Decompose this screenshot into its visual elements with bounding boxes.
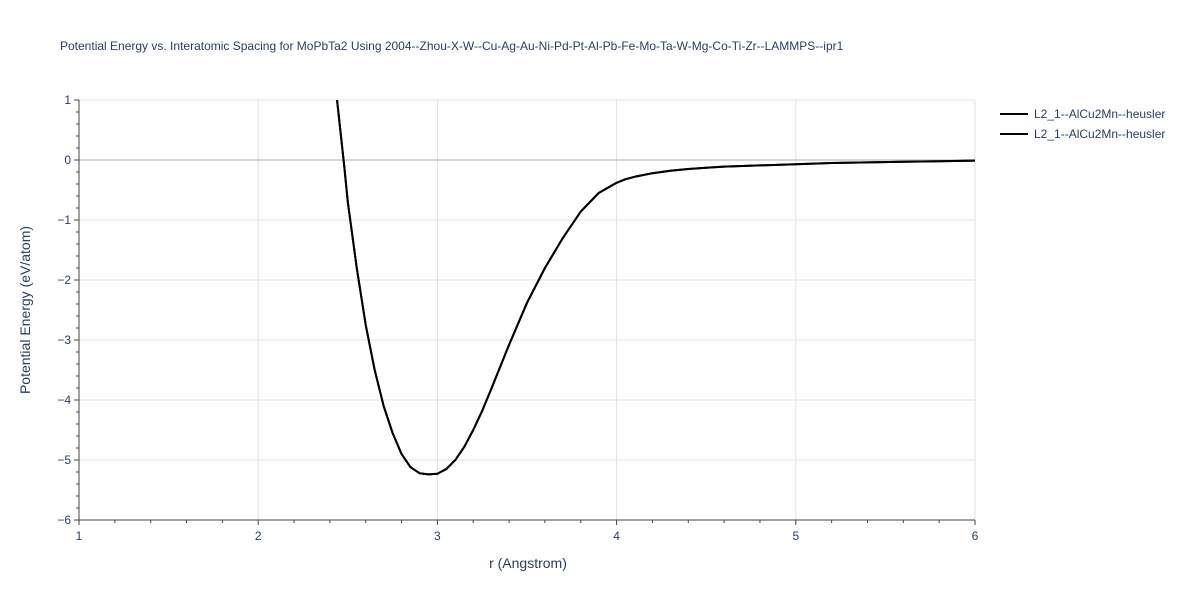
y-tick-label: −6 — [57, 513, 71, 527]
y-tick-label: −5 — [57, 453, 71, 467]
y-axis-title: Potential Energy (eV/atom) — [17, 226, 33, 394]
y-tick-label: −3 — [57, 333, 71, 347]
y-tick-label: 1 — [64, 93, 71, 107]
x-axis-title: r (Angstrom) — [489, 555, 567, 571]
tick-labels: 1 2 3 4 5 6 1 0 −1 −2 −3 −4 −5 −6 — [57, 93, 978, 543]
series-line-2 — [336, 100, 975, 476]
x-tick-label: 5 — [792, 529, 799, 543]
legend[interactable]: L2_1--AlCu2Mn--heusler L2_1--AlCu2Mn--heu… — [1000, 107, 1165, 141]
x-tick-label: 4 — [613, 529, 620, 543]
y-tick-label: −1 — [57, 213, 71, 227]
series-line-1 — [336, 100, 975, 476]
y-tick-label: −2 — [57, 273, 71, 287]
x-tick-label: 3 — [434, 529, 441, 543]
x-tick-label: 2 — [255, 529, 262, 543]
grid — [79, 99, 976, 520]
x-tick-label: 6 — [972, 529, 979, 543]
axes — [74, 99, 976, 525]
legend-label-1: L2_1--AlCu2Mn--heusler — [1034, 107, 1165, 121]
chart-title: Potential Energy vs. Interatomic Spacing… — [60, 39, 844, 53]
y-tick-label: −4 — [57, 393, 71, 407]
legend-label-2: L2_1--AlCu2Mn--heusler — [1034, 127, 1165, 141]
x-tick-label: 1 — [76, 529, 83, 543]
series-group — [336, 100, 975, 476]
y-tick-label: 0 — [64, 153, 71, 167]
